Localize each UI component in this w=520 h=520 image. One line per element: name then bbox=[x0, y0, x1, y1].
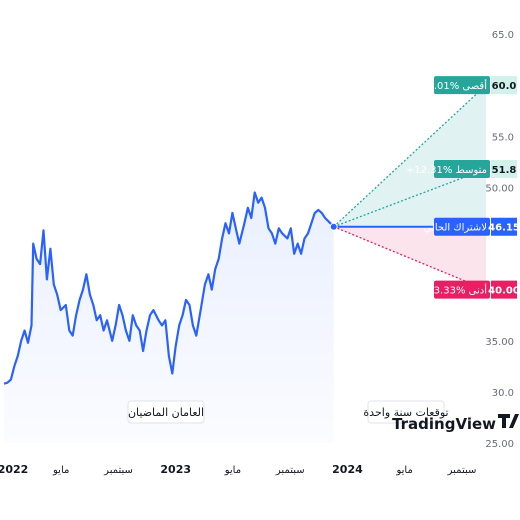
tag-low-value-box bbox=[491, 280, 517, 299]
forecast-cone bbox=[333, 84, 487, 291]
history-area-fill bbox=[4, 192, 334, 443]
tag-high-label-box bbox=[434, 76, 490, 95]
forecast-tags: +30.01% أقصى 60.0 +12.31% متوسط 51.8 لاشتراك… bbox=[406, 76, 520, 299]
caption-forecast-text: توقعات سنة واحدة bbox=[363, 406, 448, 419]
tag-avg: +12.31% متوسط 51.8 bbox=[406, 159, 517, 178]
x-tick-label: مايو bbox=[52, 465, 69, 476]
tag-avg-label: +12.31% متوسط bbox=[406, 165, 487, 176]
x-tick-label: سبتمبر bbox=[103, 465, 133, 476]
y-tick-label: 25.00 bbox=[485, 439, 514, 450]
tag-low: -13.33% أدنى 40.00 bbox=[424, 280, 520, 299]
tag-current: لاشتراك الحالي 46.15 bbox=[423, 217, 520, 236]
y-tick-label: 35.00 bbox=[485, 337, 514, 348]
x-tick-label: 2023 bbox=[160, 463, 191, 476]
tradingview-logo-icon bbox=[498, 414, 519, 428]
x-tick-label: 2022 bbox=[0, 463, 28, 476]
forecast-avg-line bbox=[333, 168, 487, 228]
tag-high-label: +30.01% أقصى bbox=[413, 79, 487, 92]
tag-low-label-box bbox=[434, 280, 490, 299]
current-price-dot bbox=[329, 222, 338, 231]
tag-avg-label-box bbox=[434, 159, 490, 178]
price-line bbox=[3, 191, 335, 385]
tag-current-value: 46.15 bbox=[488, 223, 520, 234]
price-line-layer bbox=[3, 191, 338, 385]
caption-history-text: العامان الماضيان bbox=[128, 406, 204, 419]
tag-avg-value-box bbox=[491, 159, 517, 178]
tag-current-label: لاشتراك الحالي bbox=[423, 223, 487, 234]
x-tick-label: مايو bbox=[395, 465, 412, 476]
tag-current-value-box bbox=[491, 217, 517, 236]
y-tick-label: 55.0 bbox=[492, 132, 514, 143]
forecast-high-line bbox=[333, 84, 487, 228]
forecast-low-line bbox=[333, 226, 487, 291]
y-tick-label: 30.0 bbox=[492, 388, 514, 399]
caption-history-box bbox=[127, 400, 205, 424]
caption-forecast: توقعات سنة واحدة bbox=[363, 400, 449, 424]
tag-low-label: -13.33% أدنى bbox=[424, 284, 487, 297]
y-axis: 65.0 55.0 50.00 35.00 30.0 25.00 bbox=[485, 30, 514, 450]
tradingview-logo: TradingView bbox=[392, 414, 519, 433]
caption-forecast-box bbox=[367, 400, 445, 424]
x-tick-label: سبتمبر bbox=[447, 465, 477, 476]
y-tick-label: 65.0 bbox=[492, 30, 514, 41]
tag-high-value: 60.0 bbox=[492, 81, 517, 92]
tag-current-label-box bbox=[434, 217, 490, 236]
tag-high-value-box bbox=[491, 76, 517, 95]
tag-avg-value: 51.8 bbox=[492, 165, 517, 176]
tag-high: +30.01% أقصى 60.0 bbox=[413, 76, 517, 95]
x-axis: 2022 مايو سبتمبر 2023 مايو سبتمبر 2024 مايو سبتم… bbox=[0, 463, 476, 476]
x-tick-label: سبتمبر bbox=[275, 465, 305, 476]
forecast-up-region bbox=[333, 85, 486, 227]
tradingview-logo-text: TradingView bbox=[392, 415, 496, 433]
x-tick-label: مايو bbox=[224, 465, 241, 476]
captions: العامان الماضيان توقعات سنة واحدة bbox=[127, 400, 449, 424]
x-tick-label: 2024 bbox=[332, 463, 363, 476]
history-area bbox=[4, 192, 334, 443]
caption-history: العامان الماضيان bbox=[127, 400, 205, 424]
y-tick-label: 50.00 bbox=[485, 183, 514, 194]
tag-low-value: 40.00 bbox=[488, 286, 520, 297]
